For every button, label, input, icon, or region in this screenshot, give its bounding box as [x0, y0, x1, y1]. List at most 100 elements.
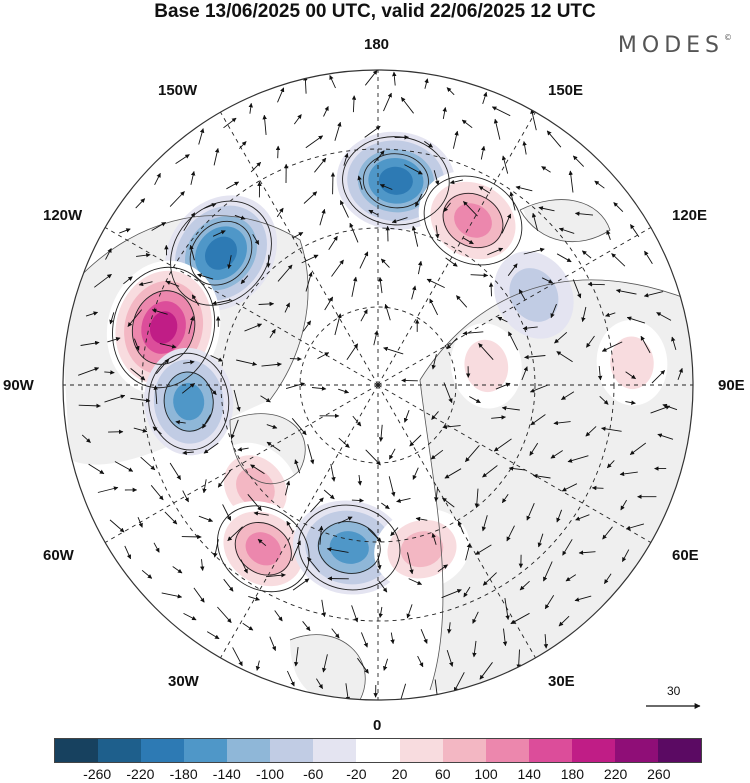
wind-vector [442, 497, 455, 508]
wind-vector [330, 463, 336, 482]
wind-vector [181, 383, 195, 394]
wind-vector [314, 157, 327, 173]
wind-vector [474, 488, 480, 509]
wind-vector [373, 150, 385, 164]
wind-vector [141, 569, 153, 579]
coastline [229, 413, 306, 485]
wind-vector [223, 117, 237, 129]
wind-vector [567, 455, 589, 463]
wind-vector [307, 444, 315, 465]
wind-vector [556, 253, 572, 263]
wind-vector [133, 427, 148, 433]
wind-vector [626, 316, 646, 324]
wind-vector [406, 604, 413, 619]
wind-vector [420, 629, 428, 644]
wind-vector [487, 247, 504, 256]
wind-vector [587, 282, 605, 287]
wind-vector [586, 335, 595, 348]
wind-vector [197, 273, 214, 280]
wind-vector [159, 343, 177, 349]
wind-vector [524, 354, 546, 360]
wind-vector [553, 420, 571, 426]
anomaly-shade [204, 236, 238, 270]
anomaly-shade [464, 339, 509, 393]
wind-vector [334, 121, 342, 141]
wind-vector [543, 561, 553, 582]
wind-vector [501, 213, 512, 234]
contour-line [148, 352, 230, 451]
contour-line [362, 153, 429, 209]
wind-vector [292, 578, 310, 591]
wind-vector [360, 632, 368, 648]
wind-vector [625, 400, 636, 405]
wind-vector [248, 595, 260, 601]
wind-vector [269, 328, 276, 339]
wind-vector [482, 91, 488, 105]
wind-vector [97, 486, 119, 493]
wind-vector [556, 351, 573, 363]
wind-vector [81, 434, 91, 443]
wind-vector [351, 276, 358, 297]
wind-vector [424, 141, 433, 148]
wind-vector [153, 385, 158, 405]
wind-vector [211, 299, 231, 306]
wind-vector [453, 672, 465, 692]
wind-vector [236, 359, 258, 366]
wind-vector [124, 545, 132, 560]
wind-vector [266, 441, 281, 452]
wind-vector [506, 525, 515, 542]
wind-vector [581, 250, 592, 259]
wind-vector [434, 486, 439, 502]
wind-vector [286, 520, 294, 533]
wind-vector [657, 433, 674, 440]
colorbar-tick-label: 140 [517, 766, 541, 782]
wind-vector [408, 578, 423, 585]
wind-vector [182, 450, 194, 455]
wind-vector [480, 145, 486, 160]
colorbar-swatch [657, 739, 701, 762]
wind-vector [339, 200, 349, 218]
wind-vector [373, 330, 379, 346]
wind-vector [284, 480, 291, 496]
wind-vector [507, 263, 518, 276]
wind-vector [550, 450, 563, 459]
wind-vector [151, 308, 168, 315]
wind-vector [501, 405, 520, 411]
wind-vector [604, 573, 612, 584]
wind-vector [470, 273, 489, 278]
wind-vector [138, 281, 153, 287]
anomaly-shade [610, 336, 654, 390]
wind-vector [202, 479, 207, 494]
wind-vector [462, 237, 474, 245]
wind-vector [191, 294, 200, 306]
contour-line [112, 266, 216, 389]
wind-vector [78, 367, 100, 376]
brand-mark: © [724, 33, 732, 42]
wind-vector [140, 456, 156, 471]
wind-vector [227, 526, 243, 542]
contour-line [317, 521, 381, 574]
anomaly-shade [149, 311, 178, 344]
wind-vector [390, 527, 399, 537]
contour-line [442, 192, 504, 249]
wind-vector [501, 155, 509, 174]
wind-vector [377, 554, 382, 570]
lon-label-30w: 30W [168, 673, 199, 690]
wind-vector [565, 574, 577, 582]
wind-vector [324, 296, 334, 311]
wind-vector [502, 628, 508, 647]
wind-vector [154, 172, 161, 186]
wind-vector [431, 411, 439, 420]
wind-vector [359, 251, 369, 269]
wind-vector [449, 179, 464, 185]
wind-vector [323, 489, 335, 500]
lon-label-60w: 60W [43, 547, 74, 564]
wind-vector [253, 511, 269, 516]
wind-vector [469, 396, 481, 404]
wind-vector [613, 202, 624, 213]
wind-vector [546, 130, 562, 148]
coastline [419, 379, 444, 691]
wind-vector [198, 128, 205, 145]
anomaly-shade [329, 531, 369, 564]
wind-vector [292, 232, 304, 239]
